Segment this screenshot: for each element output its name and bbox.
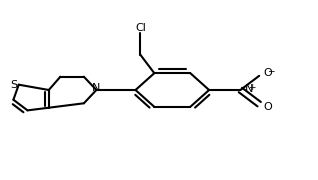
Text: N: N [245, 84, 253, 94]
Text: −: − [267, 66, 275, 75]
Text: O: O [264, 68, 273, 78]
Text: +: + [248, 83, 255, 92]
Text: O: O [264, 102, 273, 112]
Text: Cl: Cl [136, 23, 147, 33]
Text: N: N [92, 83, 100, 93]
Text: S: S [10, 80, 17, 90]
